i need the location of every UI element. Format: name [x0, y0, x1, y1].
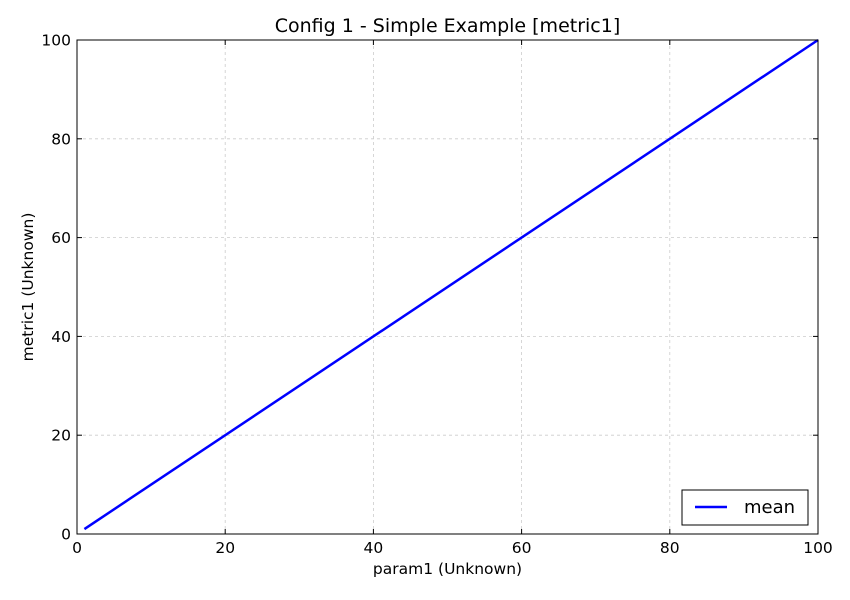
chart-title: Config 1 - Simple Example [metric1]	[275, 15, 621, 37]
y-tick-label: 0	[61, 526, 71, 544]
y-tick-label: 60	[51, 229, 71, 247]
y-tick-label: 40	[51, 328, 71, 346]
axis-ticks: 0 20 40 60 80 100 0 20 40 60 80 100	[41, 32, 832, 558]
y-tick-label: 20	[51, 427, 71, 445]
x-tick-label: 20	[215, 539, 235, 557]
y-tick-label: 80	[51, 130, 71, 148]
x-tick-label: 80	[660, 539, 680, 557]
x-tick-label: 40	[364, 539, 384, 557]
x-tick-label: 100	[803, 539, 833, 557]
y-tick-label: 100	[41, 32, 71, 50]
series-layer	[83, 38, 819, 531]
x-tick-label: 60	[512, 539, 532, 557]
x-tick-label: 0	[72, 539, 82, 557]
legend-label-mean: mean	[744, 497, 795, 518]
y-axis-label: metric1 (Unknown)	[19, 213, 37, 362]
plot-frame	[76, 39, 819, 535]
legend: mean	[681, 489, 809, 526]
series-line-mean	[83, 38, 819, 531]
x-axis-label: param1 (Unknown)	[373, 560, 522, 578]
